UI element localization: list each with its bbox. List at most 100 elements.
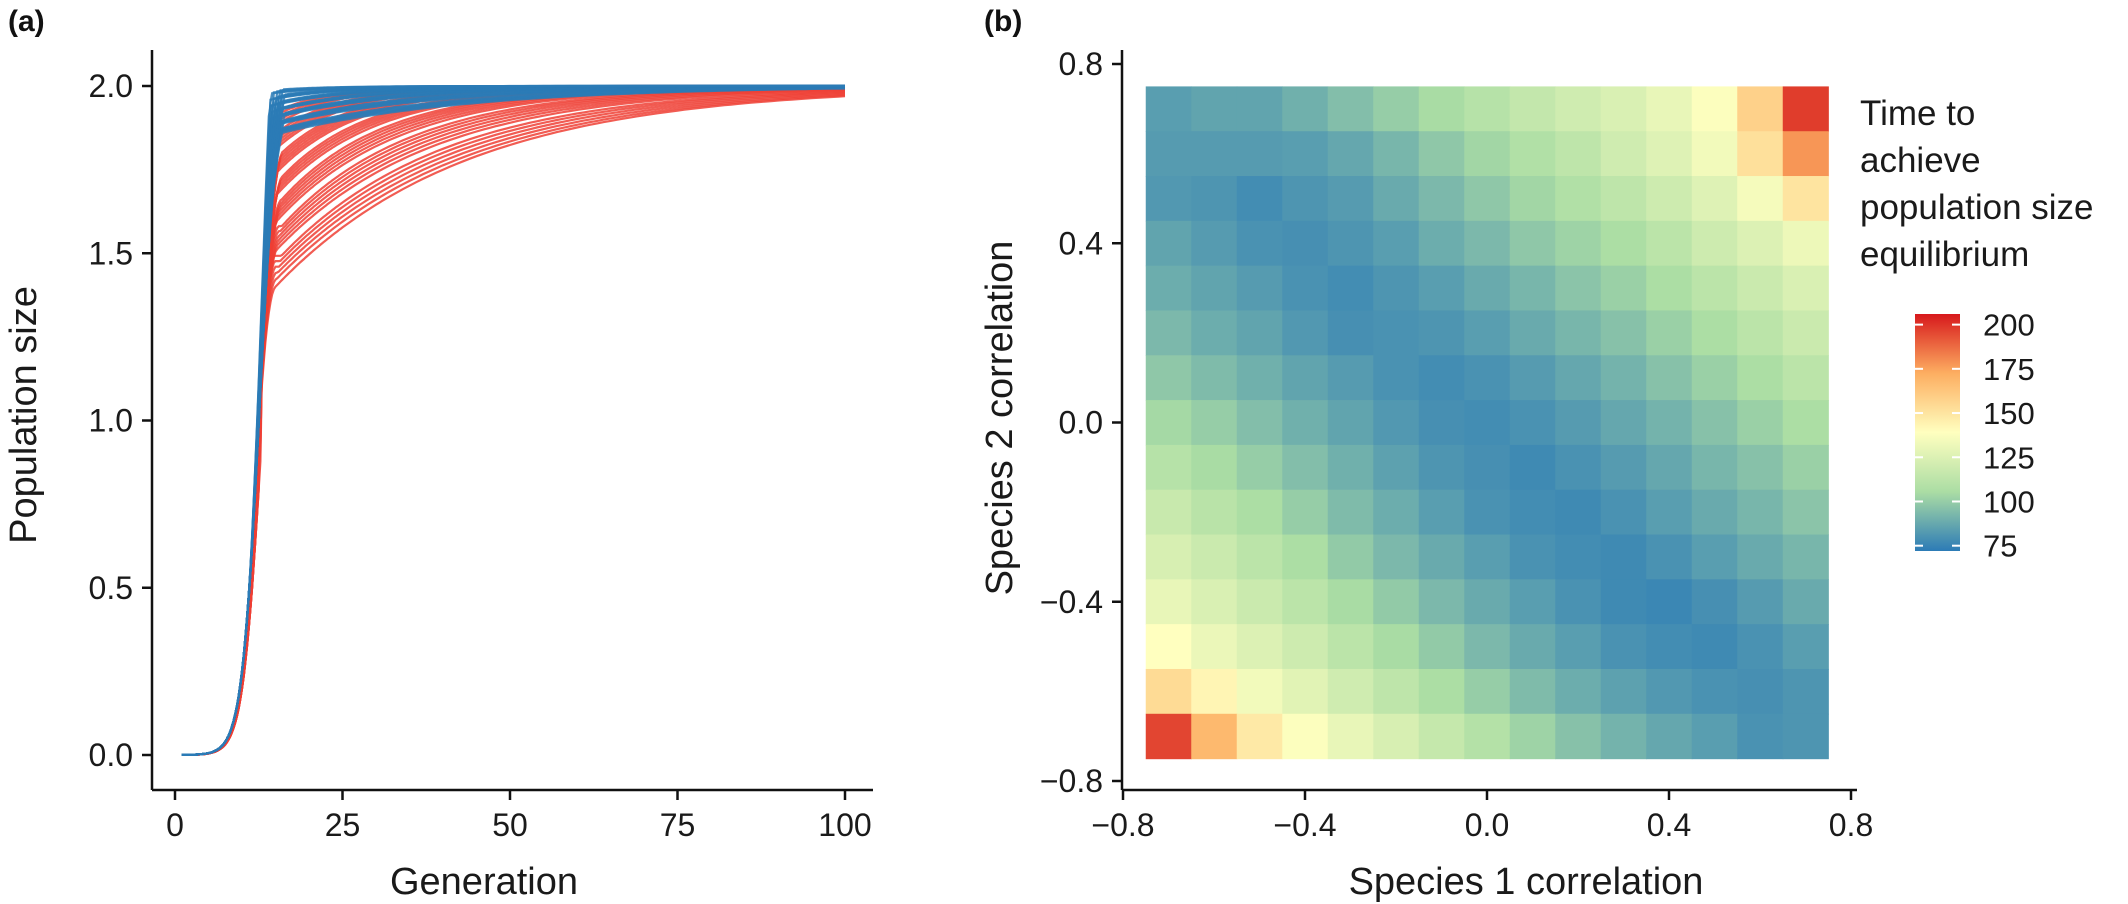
heatmap-cell <box>1282 176 1329 222</box>
heatmap-cell <box>1737 579 1784 625</box>
panel-b-y-tick-label: −0.8 <box>1040 763 1103 799</box>
heatmap-cell <box>1691 534 1738 580</box>
heatmap-cell <box>1782 668 1829 715</box>
heatmap-cell <box>1737 668 1784 715</box>
panel-a-y-tick-label: 1.5 <box>89 235 133 271</box>
heatmap-cell <box>1145 489 1192 536</box>
panel-a-y-tick-label: 0.5 <box>89 570 133 606</box>
heatmap-cell <box>1782 355 1829 401</box>
heatmap-cell <box>1236 265 1283 312</box>
heatmap-cell <box>1373 355 1420 401</box>
heatmap-cell <box>1646 131 1693 177</box>
heatmap-cell <box>1464 579 1511 625</box>
heatmap-cell <box>1691 131 1738 177</box>
heatmap-cell <box>1191 355 1238 401</box>
heatmap-cell <box>1236 220 1283 267</box>
heatmap-cell <box>1646 579 1693 625</box>
heatmap-cell <box>1646 86 1693 132</box>
heatmap-cell <box>1691 668 1738 715</box>
heatmap-cell <box>1600 489 1647 536</box>
panel-b-x-tick-label: 0.0 <box>1465 807 1509 843</box>
panel-a-label: (a) <box>8 5 45 38</box>
heatmap-cell <box>1373 579 1420 625</box>
heatmap-cell <box>1191 579 1238 625</box>
heatmap-cell <box>1737 131 1784 177</box>
heatmap-cell <box>1509 400 1556 446</box>
heatmap-cell <box>1373 220 1420 267</box>
heatmap-cell <box>1464 310 1511 356</box>
heatmap-cell <box>1691 86 1738 132</box>
heatmap-cell <box>1555 176 1602 222</box>
heatmap-cell <box>1509 265 1556 312</box>
panel-a-line-chart: (a) 0.0 0.5 1.0 1.5 2.0 0 25 50 75 100 Generatio… <box>3 5 873 903</box>
heatmap-cell <box>1418 579 1465 625</box>
heatmap-cell <box>1737 444 1784 491</box>
heatmap-cell <box>1509 534 1556 580</box>
heatmap-cell <box>1555 534 1602 580</box>
heatmap-cell <box>1600 176 1647 222</box>
heatmap-cell <box>1191 624 1238 670</box>
heatmap-cell <box>1418 220 1465 267</box>
heatmap-cell <box>1464 668 1511 715</box>
heatmap-cell <box>1327 400 1374 446</box>
heatmap-cell <box>1509 220 1556 267</box>
heatmap-cell <box>1691 176 1738 222</box>
heatmap-cell <box>1600 86 1647 132</box>
heatmap-cell <box>1691 220 1738 267</box>
heatmap-cell <box>1373 265 1420 312</box>
heatmap-cell <box>1509 489 1556 536</box>
heatmap-cell <box>1782 624 1829 670</box>
heatmap-cell <box>1646 220 1693 267</box>
colorbar-tick-label: 150 <box>1983 396 2035 431</box>
heatmap-cell <box>1782 713 1829 760</box>
heatmap-cell <box>1282 624 1329 670</box>
panel-a-series-line <box>181 95 846 756</box>
panel-a-series-line <box>181 93 846 756</box>
heatmap-cell <box>1191 489 1238 536</box>
heatmap-cell <box>1464 400 1511 446</box>
heatmap-cell <box>1373 624 1420 670</box>
panel-a-x-tick-label: 75 <box>660 807 696 843</box>
heatmap-cell <box>1646 400 1693 446</box>
heatmap-cell <box>1373 131 1420 177</box>
heatmap-cell <box>1464 444 1511 491</box>
heatmap-cell <box>1509 579 1556 625</box>
heatmap-cell <box>1555 624 1602 670</box>
heatmap-cell <box>1691 265 1738 312</box>
colorbar-tick-label: 125 <box>1983 440 2035 475</box>
heatmap-cell <box>1327 355 1374 401</box>
colorbar-ticks: 75 100 125 150 175 200 <box>1915 308 2035 564</box>
panel-b-x-ticks: −0.8 −0.4 0.0 0.4 0.8 <box>1091 790 1873 843</box>
panel-b-y-tick-label: −0.4 <box>1040 584 1103 620</box>
heatmap-cell <box>1236 310 1283 356</box>
heatmap-cell <box>1464 624 1511 670</box>
heatmap-cell <box>1145 624 1192 670</box>
heatmap-cell <box>1782 86 1829 132</box>
heatmap-cell <box>1509 355 1556 401</box>
colorbar-tick-label: 100 <box>1983 484 2035 519</box>
heatmap-cell <box>1737 355 1784 401</box>
heatmap-cell <box>1646 668 1693 715</box>
heatmap-cell <box>1145 713 1192 760</box>
heatmap-cell <box>1555 713 1602 760</box>
heatmap-cell <box>1373 176 1420 222</box>
heatmap-cell <box>1782 579 1829 625</box>
heatmap-cell <box>1282 220 1329 267</box>
heatmap-cell <box>1691 400 1738 446</box>
heatmap-cell <box>1555 310 1602 356</box>
heatmap-cell <box>1509 713 1556 760</box>
heatmap-cell <box>1282 713 1329 760</box>
heatmap-cell <box>1646 444 1693 491</box>
panel-a-x-tick-label: 50 <box>492 807 528 843</box>
panel-a-y-ticks: 0.0 0.5 1.0 1.5 2.0 <box>89 68 152 773</box>
heatmap-cell <box>1418 624 1465 670</box>
heatmap-cell <box>1555 444 1602 491</box>
heatmap-cell <box>1418 310 1465 356</box>
heatmap-cell <box>1737 86 1784 132</box>
heatmap-cell <box>1418 355 1465 401</box>
heatmap-cell <box>1327 713 1374 760</box>
legend-title-line-1: Time to <box>1860 94 1975 133</box>
heatmap-cell <box>1509 444 1556 491</box>
heatmap-cell <box>1145 444 1192 491</box>
heatmap-cell <box>1782 489 1829 536</box>
